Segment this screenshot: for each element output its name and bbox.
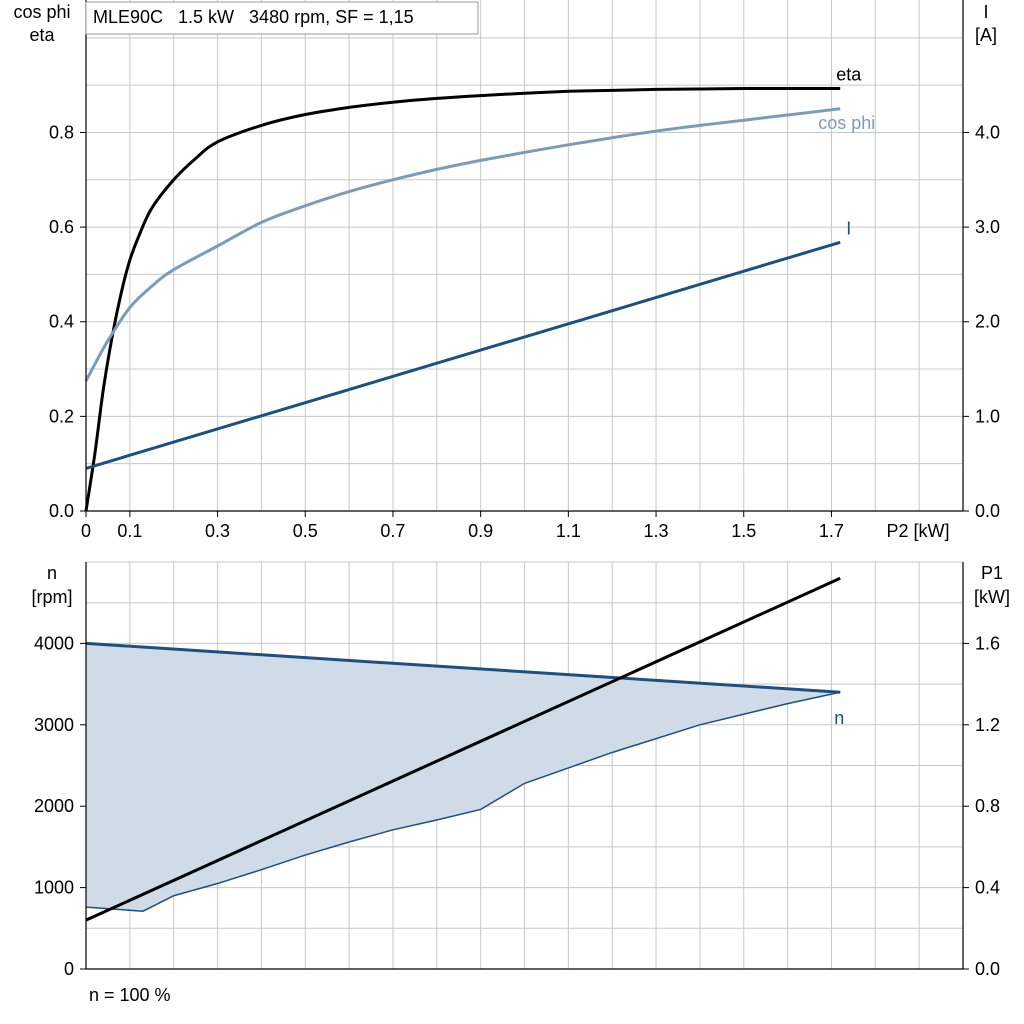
speed-upper-line <box>85 641 841 694</box>
top-left-axis-label-line1: cos phi <box>13 2 70 22</box>
chart-title: MLE90C 1.5 kW 3480 rpm, SF = 1,15 <box>93 7 414 27</box>
title-box-frame <box>85 1 479 35</box>
bottom-right-axis-label-line2: [kW] <box>974 587 1010 607</box>
series-cos-phi-line <box>84 107 841 382</box>
series-label-i: I <box>846 218 851 238</box>
x-axis-label: P2 [kW] <box>886 521 949 541</box>
x-tick-label: 0.1 <box>117 521 142 541</box>
right-tick-label: 0.0 <box>975 501 1000 521</box>
left-tick-label: 1000 <box>34 878 74 898</box>
x-tick-label: 1.3 <box>644 521 669 541</box>
footer-note: n = 100 % <box>89 985 171 1005</box>
series-label-n: n <box>834 708 844 728</box>
left-tick-label: 3000 <box>34 715 74 735</box>
x-tick-label: 1.1 <box>556 521 581 541</box>
series-label-eta: eta <box>836 64 862 84</box>
x-tick-label: 1.5 <box>731 521 756 541</box>
top-chart-axes: 0.0 0.2 0.4 0.6 0.8 0.0 1.0 2.0 3.0 4.0 0 0.1 0.3 0.5… <box>49 0 1000 541</box>
series-label-cos-phi: cos phi <box>818 113 875 133</box>
top-chart-plot: eta cos phi I <box>84 64 875 512</box>
bottom-left-axis-label-line1: n <box>47 563 57 583</box>
top-left-axis-label-line2: eta <box>29 25 55 45</box>
right-tick-label: 4.0 <box>975 122 1000 142</box>
top-chart-grid <box>85 0 964 512</box>
left-tick-label: 4000 <box>34 633 74 653</box>
bottom-chart-axes: 0 1000 2000 3000 4000 0.0 0.4 0.8 1.2 1.6 <box>34 562 1000 979</box>
p1-power-line <box>85 576 841 922</box>
left-tick-label: 0.6 <box>49 217 74 237</box>
right-tick-label: 0.4 <box>975 878 1000 898</box>
bottom-chart-plot: n <box>85 576 844 922</box>
x-tick-label: 0.5 <box>293 521 318 541</box>
x-tick-label: 0.9 <box>468 521 493 541</box>
right-tick-label: 1.6 <box>975 633 1000 653</box>
left-tick-label: 0.0 <box>49 501 74 521</box>
bottom-right-axis-label-line1: P1 <box>981 563 1003 583</box>
left-tick-label: 0 <box>64 959 74 979</box>
right-tick-label: 1.0 <box>975 406 1000 426</box>
chart-title-box: MLE90C 1.5 kW 3480 rpm, SF = 1,15 <box>85 1 479 35</box>
left-tick-label: 2000 <box>34 796 74 816</box>
right-tick-label: 0.0 <box>975 959 1000 979</box>
left-tick-label: 0.2 <box>49 406 74 426</box>
top-right-axis-label-line1: I <box>983 2 988 22</box>
bottom-left-axis-label-line2: [rpm] <box>31 587 72 607</box>
speed-range-band <box>86 643 841 912</box>
x-tick-label: 1.7 <box>819 521 844 541</box>
left-tick-label: 0.4 <box>49 312 74 332</box>
top-right-axis-label-line2: [A] <box>975 25 997 45</box>
speed-lower-line <box>85 691 841 912</box>
right-tick-label: 3.0 <box>975 217 1000 237</box>
right-tick-label: 2.0 <box>975 312 1000 332</box>
right-tick-label: 1.2 <box>975 715 1000 735</box>
x-tick-label: 0 <box>81 521 91 541</box>
right-tick-label: 0.8 <box>975 796 1000 816</box>
series-eta-line <box>84 86 841 512</box>
x-tick-label: 0.7 <box>380 521 405 541</box>
x-tick-label: 0.3 <box>205 521 230 541</box>
series-i-line <box>85 240 841 470</box>
left-tick-label: 0.8 <box>49 122 74 142</box>
